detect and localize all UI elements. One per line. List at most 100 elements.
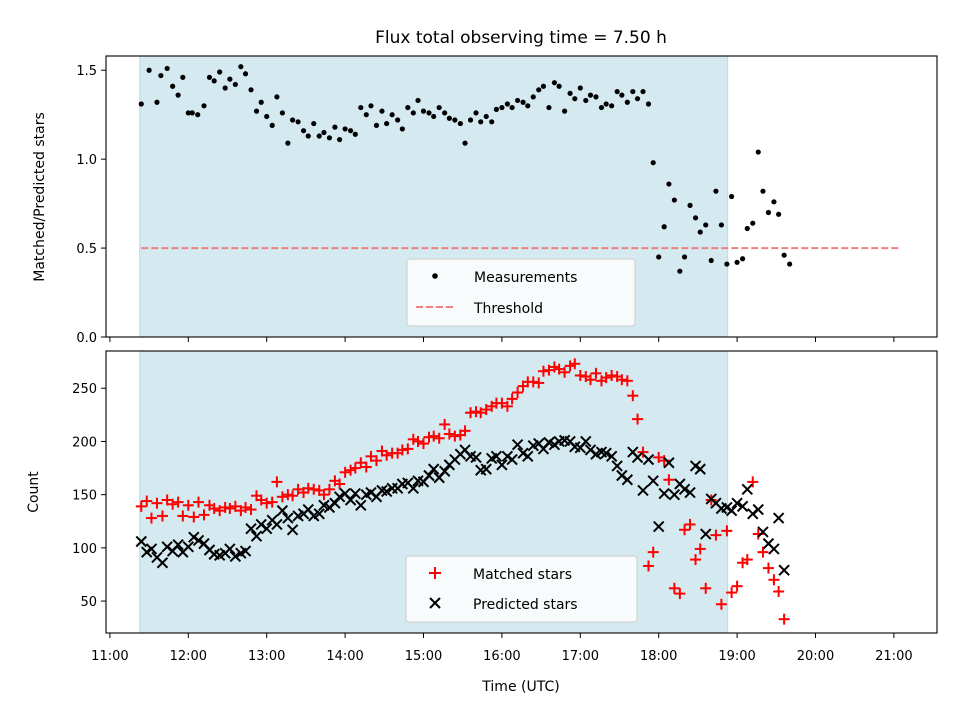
top-legend-box (406, 258, 636, 327)
matched-star-point (663, 474, 675, 486)
measurement-point (211, 78, 217, 84)
predicted-star-point (407, 482, 420, 494)
measurement-point (525, 103, 531, 109)
matched-star-point (584, 374, 596, 386)
measurement-point (379, 108, 385, 114)
matched-star-point (778, 613, 790, 625)
measurement-point (436, 104, 442, 111)
top-axes-frame (105, 55, 938, 338)
bottom-y-axis-label: Count (26, 471, 42, 513)
measurement-point (734, 259, 740, 265)
measurement-point (158, 72, 164, 79)
matched-star-point (349, 462, 361, 474)
matched-star-point (433, 432, 445, 444)
measurement-point (546, 104, 552, 111)
matched-star-point (533, 377, 545, 389)
measurement-point (305, 133, 311, 139)
measurement-point (332, 124, 338, 130)
matched-star-point (245, 504, 257, 516)
measurement-point (426, 110, 432, 116)
measurement-point (739, 256, 746, 262)
predicted-star-point (600, 447, 612, 459)
predicted-star-point (438, 465, 451, 477)
measurement-point (242, 71, 249, 77)
measurement-point (326, 135, 333, 141)
matched-star-point (470, 406, 482, 418)
matched-star-point (423, 431, 435, 443)
matched-star-point (266, 496, 278, 508)
measurement-point (154, 99, 160, 105)
xtick-label: 14:00 (326, 649, 363, 664)
measurement-point (509, 104, 515, 111)
measurement-point (446, 115, 452, 121)
predicted-star-point (135, 535, 147, 548)
measurement-point (729, 193, 735, 200)
matched-star-point (590, 367, 602, 379)
measurement-point (342, 126, 348, 132)
matched-star-point (271, 476, 283, 488)
measurement-point (718, 222, 725, 228)
matched-star-point (240, 501, 252, 513)
matched-star-point (501, 400, 513, 412)
predicted-star-point (286, 524, 299, 536)
measurement-point (337, 136, 343, 143)
measurement-point (583, 97, 589, 104)
measurement-point (457, 120, 463, 127)
matched-star-point (600, 372, 612, 384)
predicted-star-point (637, 484, 649, 497)
measurement-point (656, 254, 662, 260)
matched-star-point (721, 525, 733, 537)
x-axis-label: Time (UTC) (481, 679, 559, 695)
predicted-star-point (700, 528, 712, 540)
measurement-point (692, 215, 699, 221)
measurement-point (572, 96, 578, 102)
matched-star-point (679, 524, 691, 536)
predicted-star-point (752, 503, 764, 516)
matched-star-point (757, 546, 769, 558)
top-legend-measurements-marker (432, 273, 438, 279)
measurement-point (567, 90, 573, 96)
matched-star-point (208, 502, 220, 514)
measurement-point (530, 94, 536, 100)
measurement-point (269, 122, 275, 128)
measurement-point (248, 87, 254, 93)
top-legend-threshold-label: Threshold (473, 301, 543, 317)
measurement-point (180, 74, 186, 80)
predicted-star-point (511, 438, 524, 451)
matched-star-point (627, 390, 639, 402)
matched-star-point (694, 543, 706, 555)
measurement-point (222, 85, 228, 91)
measurement-point (645, 101, 652, 107)
predicted-star-point (224, 543, 236, 555)
measurement-point (708, 257, 714, 264)
measurement-point (316, 133, 322, 139)
measurement-point (373, 122, 380, 128)
predicted-star-point (736, 500, 749, 513)
matched-star-point (443, 428, 455, 440)
measurement-point (321, 129, 327, 136)
xtick-label: 15:00 (405, 649, 442, 664)
predicted-star-point (427, 463, 440, 475)
bottom-legend-predicted-label: Predicted stars (473, 597, 578, 613)
measurement-point (514, 97, 521, 104)
predicted-star-point (423, 469, 435, 482)
measurement-point (493, 106, 500, 112)
measurement-point (410, 110, 416, 116)
measurement-point (713, 188, 719, 194)
predicted-star-point (631, 451, 644, 464)
matched-star-point (261, 497, 273, 509)
measurement-point (467, 117, 474, 123)
predicted-star-point (506, 453, 518, 466)
predicted-star-point (684, 486, 696, 499)
matched-star-point (224, 502, 236, 514)
predicted-star-point (480, 463, 492, 475)
measurement-point (285, 140, 291, 146)
predicted-star-point (663, 457, 675, 469)
predicted-star-point (282, 512, 294, 524)
xtick-label: 11:00 (91, 649, 128, 664)
measurement-point (217, 69, 223, 75)
matched-star-point (690, 554, 702, 566)
predicted-star-point (250, 530, 263, 542)
matched-star-point (741, 554, 753, 566)
